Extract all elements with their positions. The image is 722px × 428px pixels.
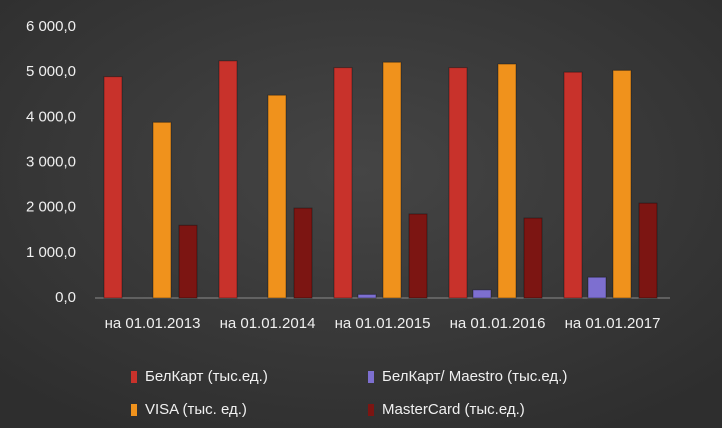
bar bbox=[218, 60, 238, 299]
x-tick-label: на 01.01.2014 bbox=[220, 315, 316, 332]
bar bbox=[267, 94, 287, 299]
legend-marker bbox=[131, 371, 137, 383]
bar bbox=[333, 67, 353, 299]
bar bbox=[523, 217, 543, 299]
bar bbox=[152, 121, 172, 299]
x-tick-label: на 01.01.2017 bbox=[565, 315, 661, 332]
x-tick-label: на 01.01.2016 bbox=[450, 315, 546, 332]
x-tick-label: на 01.01.2015 bbox=[335, 315, 431, 332]
bar bbox=[357, 293, 377, 299]
bar bbox=[448, 67, 468, 299]
bar bbox=[293, 207, 313, 299]
bar bbox=[587, 276, 607, 299]
bar bbox=[103, 76, 123, 299]
y-tick-label: 5 000,0 bbox=[26, 63, 76, 80]
bar bbox=[408, 213, 428, 299]
bar bbox=[472, 289, 492, 299]
legend-marker bbox=[131, 404, 137, 416]
bar bbox=[563, 71, 583, 299]
y-tick-label: 0,0 bbox=[55, 289, 76, 306]
legend-label: VISA (тыс. ед.) bbox=[145, 401, 247, 418]
legend-label: БелКарт/ Maestro (тыс.ед.) bbox=[382, 368, 567, 385]
x-tick-label: на 01.01.2013 bbox=[105, 315, 201, 332]
y-tick-label: 6 000,0 bbox=[26, 18, 76, 35]
y-tick-label: 3 000,0 bbox=[26, 153, 76, 170]
legend-label: БелКарт (тыс.ед.) bbox=[145, 368, 268, 385]
bar bbox=[382, 61, 402, 299]
legend-label: MasterCard (тыс.ед.) bbox=[382, 401, 525, 418]
bar bbox=[497, 63, 517, 299]
y-tick-label: 2 000,0 bbox=[26, 199, 76, 216]
legend-marker bbox=[368, 404, 374, 416]
bar bbox=[638, 202, 658, 299]
bar bbox=[178, 224, 198, 299]
legend-marker bbox=[368, 371, 374, 383]
bar bbox=[612, 69, 632, 299]
y-tick-label: 4 000,0 bbox=[26, 108, 76, 125]
y-tick-label: 1 000,0 bbox=[26, 244, 76, 261]
